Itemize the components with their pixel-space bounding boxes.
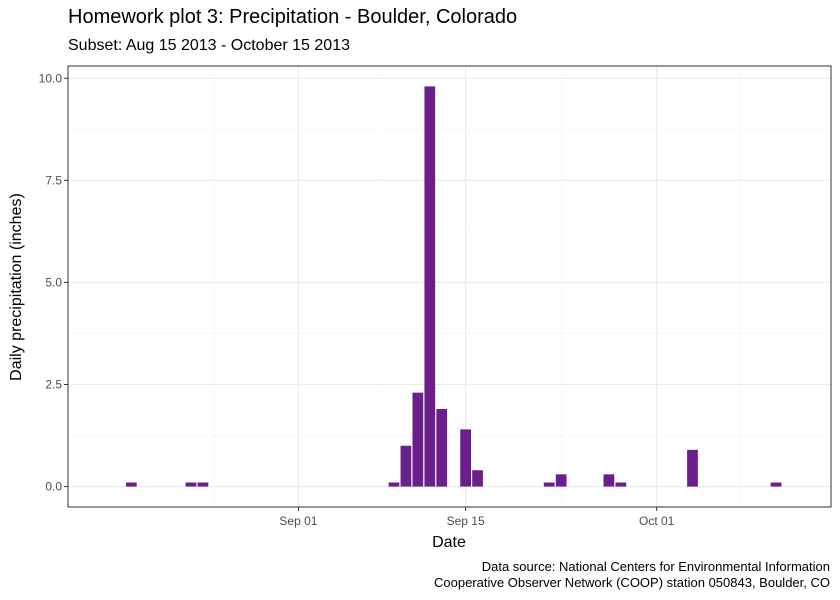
caption-line-1: Data source: National Centers for Enviro… [481, 559, 830, 574]
bar [687, 449, 698, 487]
y-tick-label: 2.5 [45, 378, 62, 392]
x-tick-label: Oct 01 [639, 514, 675, 528]
panel-background [68, 66, 831, 507]
y-tick-label: 10.0 [39, 71, 63, 85]
x-tick-label: Sep 01 [279, 514, 317, 528]
y-tick-label: 7.5 [45, 173, 62, 187]
y-axis-ticks: 0.0 2.5 5.0 7.5 10.0 [39, 71, 68, 494]
bar [125, 482, 137, 487]
bar [185, 482, 197, 487]
bar [555, 474, 567, 487]
caption-line-2: Cooperative Observer Network (COOP) stat… [434, 575, 830, 590]
panel-border [67, 65, 832, 508]
bar [472, 470, 483, 487]
chart-subtitle: Subset: Aug 15 2013 - October 15 2013 [68, 37, 350, 54]
y-tick-label: 0.0 [45, 480, 62, 494]
bar [615, 482, 627, 487]
bars [125, 86, 782, 487]
minor-grid [68, 66, 831, 507]
bar [388, 482, 400, 487]
bar [543, 482, 555, 487]
chart-title: Homework plot 3: Precipitation - Boulder… [68, 6, 518, 28]
bar [412, 392, 424, 487]
bar [603, 474, 615, 487]
caption: Data source: National Centers for Enviro… [434, 559, 830, 591]
bar [400, 445, 412, 487]
x-axis-label: Date [432, 534, 466, 551]
x-axis-ticks: Sep 01 Sep 15 Oct 01 [279, 507, 675, 528]
bar [770, 482, 782, 487]
y-tick-label: 5.0 [45, 275, 62, 289]
x-tick-label: Sep 15 [447, 514, 485, 528]
bar [424, 86, 436, 487]
bar [197, 482, 209, 487]
bar [436, 409, 448, 487]
y-axis-label: Daily precipitation (inches) [8, 193, 25, 381]
bar [460, 429, 471, 487]
